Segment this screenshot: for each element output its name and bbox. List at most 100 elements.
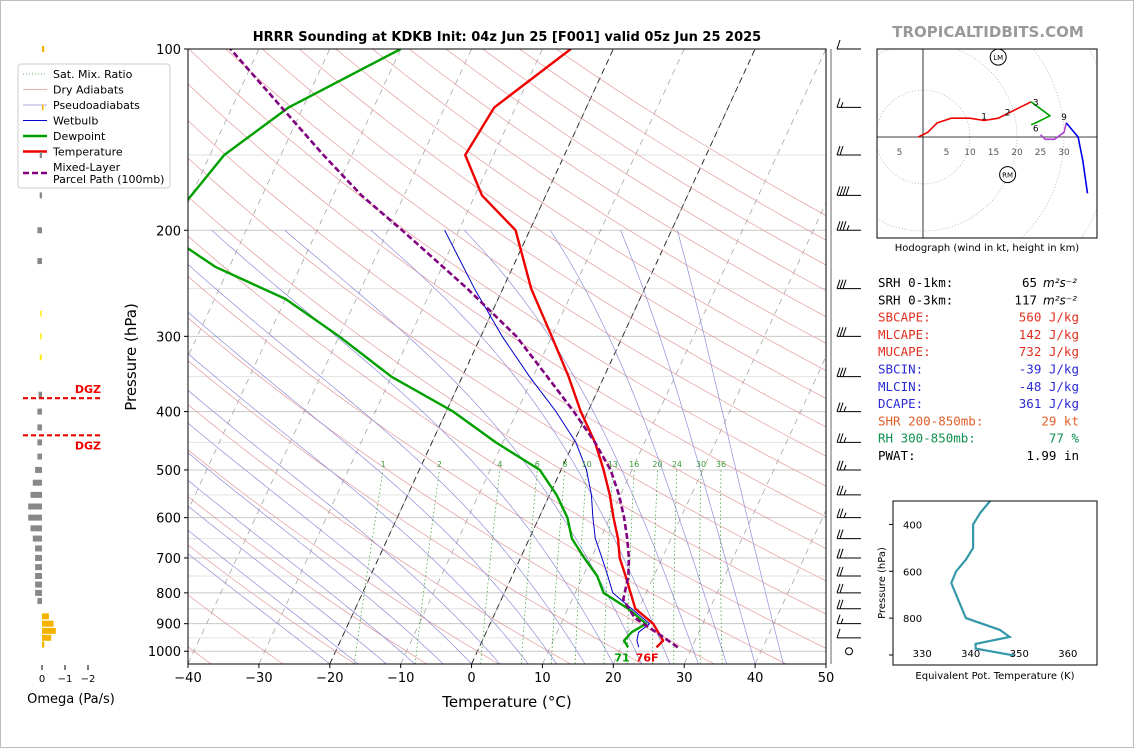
wind-barb-half-flag xyxy=(843,489,847,496)
omega-bar xyxy=(30,525,42,532)
dry-adiabat-line xyxy=(188,196,826,615)
stat-value: 732 J/kg xyxy=(1019,344,1079,359)
legend-entry-line: Pseudoadiabats xyxy=(53,99,140,112)
wind-barb-flag xyxy=(842,221,847,231)
omega-bar xyxy=(42,613,49,620)
x-tick-label: 30 xyxy=(676,671,693,686)
mixing-ratio-line xyxy=(652,469,658,664)
x-tick-label: −10 xyxy=(387,671,414,686)
wind-barb-flag xyxy=(839,145,844,156)
mixing-ratio-label: 20 xyxy=(652,460,662,469)
theta-e-x-tick-label: 330 xyxy=(913,649,932,660)
legend-entry: Dewpoint xyxy=(53,130,106,143)
dry-adiabat-line xyxy=(188,360,643,664)
y-tick-label: 800 xyxy=(156,587,181,602)
wind-barb-flag xyxy=(842,279,847,289)
omega-bar xyxy=(37,258,42,265)
omega-bar xyxy=(37,424,42,431)
y-tick-label: 600 xyxy=(156,512,181,527)
omega-bar xyxy=(30,491,42,498)
omega-bar xyxy=(37,227,42,234)
isotherm-zero-line xyxy=(471,49,756,664)
isotherm-line xyxy=(188,49,402,512)
wind-barb-flag xyxy=(836,614,841,624)
wind-barb-flag xyxy=(839,433,844,443)
wind-barb-flag xyxy=(836,485,841,496)
dry-adiabat-line xyxy=(408,49,826,318)
moist-adiabat-line xyxy=(464,230,699,664)
mixing-ratio-line xyxy=(720,469,723,664)
moist-adiabat-line xyxy=(188,553,331,664)
omega-bar xyxy=(35,466,42,473)
moist-adiabat-line xyxy=(188,263,586,664)
mixing-ratio-label: 1 xyxy=(381,460,386,469)
moist-adiabat-line xyxy=(188,452,444,664)
stat-unit: m²s⁻² xyxy=(1043,276,1077,290)
isotherm-line xyxy=(542,49,826,664)
wind-barb-flag xyxy=(836,548,841,559)
wind-barb-flag xyxy=(839,279,844,289)
hodo-trace xyxy=(1065,122,1089,194)
legend-entry-line: Dewpoint xyxy=(53,130,106,143)
legend-box xyxy=(17,63,171,189)
chart-title: HRRR Sounding at KDKB Init: 04z Jun 25 [… xyxy=(253,30,761,45)
legend-entry: Sat. Mix. Ratio xyxy=(53,68,133,81)
isotherm-line xyxy=(188,49,472,664)
wind-barb-calm xyxy=(845,647,853,656)
y-tick-label: 500 xyxy=(156,464,181,479)
dry-adiabat-line xyxy=(188,83,826,518)
y-axis-label: Pressure (hPa) xyxy=(122,303,140,411)
omega-bar xyxy=(39,152,42,159)
hodo-lm-label: LM xyxy=(993,54,1003,62)
dry-adiabat-line xyxy=(225,49,826,457)
wind-barb-half-flag xyxy=(843,512,847,518)
isotherm-line xyxy=(400,49,685,664)
wind-barb-flag xyxy=(836,599,841,609)
skewt-plot xyxy=(188,49,826,664)
x-tick-label: 40 xyxy=(747,671,764,686)
y-tick-label: 700 xyxy=(156,552,181,567)
omega-bar xyxy=(28,514,42,521)
mixing-ratio-label: 13 xyxy=(608,460,618,469)
hodograph-frame xyxy=(876,48,1098,239)
y-tick-label: 200 xyxy=(156,224,181,239)
legend-entry: Pseudoadiabats xyxy=(53,99,140,112)
theta-e-y-tick-label: 400 xyxy=(903,520,922,531)
hodograph-caption: Hodograph (wind in kt, height in km) xyxy=(895,243,1080,254)
stat-value: 77 % xyxy=(1049,431,1080,446)
surface-temperature-label: 76F xyxy=(636,651,659,664)
dry-adiabat-line xyxy=(188,235,826,649)
x-tick-label: 0 xyxy=(467,671,475,686)
y-tick-label: 300 xyxy=(156,330,181,345)
theta-e-x-tick-label: 360 xyxy=(1058,649,1077,660)
y-tick-label: 1000 xyxy=(148,645,181,660)
stats-panel: SRH 0-1km: 65 m²s⁻² SRH 0-3km: 117 m²s⁻² SBCAP… xyxy=(878,275,1079,463)
wind-barb-flag xyxy=(836,98,841,108)
stat-value: 65 xyxy=(1022,275,1037,290)
theta-e-frame xyxy=(892,500,1098,666)
legend-entry-line: Dry Adiabats xyxy=(53,84,124,97)
wind-barb-flag xyxy=(836,145,841,156)
moist-adiabat-line xyxy=(188,505,387,664)
x-tick-label: −20 xyxy=(316,671,343,686)
isotherm-line xyxy=(612,201,826,664)
mixing-ratio-line xyxy=(673,469,678,664)
dry-adiabat-line xyxy=(188,120,826,549)
hodo-tick-label: 30 xyxy=(1058,148,1070,158)
wind-barb-flag xyxy=(836,529,841,539)
theta-e-x-tick-label: 340 xyxy=(961,649,980,660)
wind-barb-flag xyxy=(836,327,841,337)
omega-bar xyxy=(35,581,42,588)
omega-bar xyxy=(28,503,42,510)
omega-bar xyxy=(39,354,42,361)
x-tick-label: −40 xyxy=(174,671,201,686)
isotherm-line xyxy=(188,49,331,358)
wind-barb-flag xyxy=(839,367,844,377)
moist-adiabat-line xyxy=(211,230,614,664)
omega-bar xyxy=(42,46,45,52)
x-tick-label: 50 xyxy=(818,671,835,686)
wind-barb-half-flag xyxy=(843,406,847,412)
hodo-trace xyxy=(917,101,1032,138)
y-tick-label: 100 xyxy=(156,43,181,58)
